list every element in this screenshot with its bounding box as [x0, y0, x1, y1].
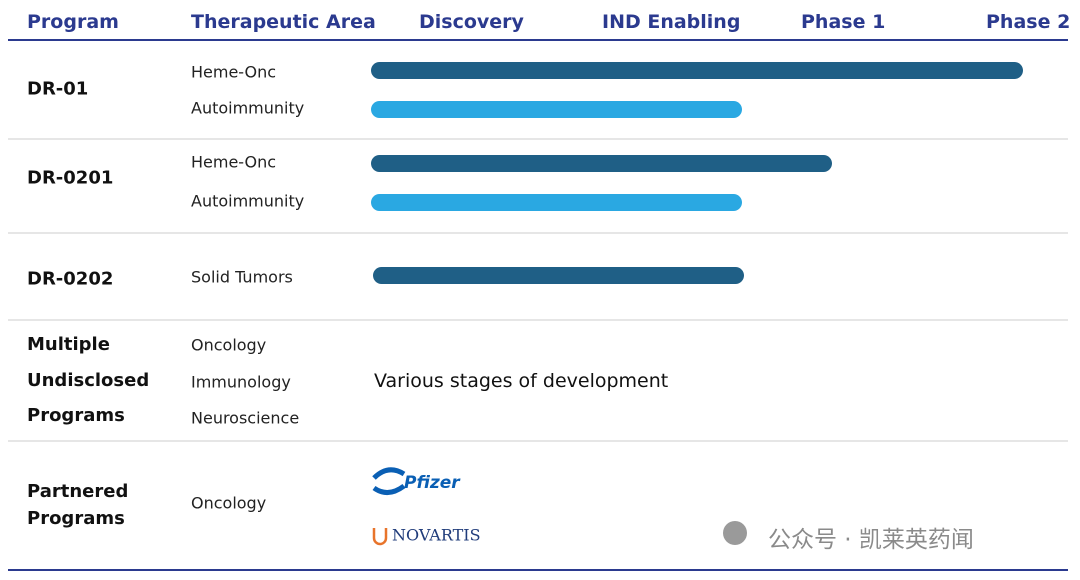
program-name: DR-0201	[27, 167, 114, 189]
program-name: Partnered Programs	[27, 481, 129, 529]
progress-bar	[371, 155, 832, 172]
progress-bar	[371, 194, 742, 211]
header-cell: Discovery	[419, 11, 524, 33]
therapeutic-area: Heme-Onc	[191, 152, 277, 172]
therapeutic-area: Immunology	[191, 372, 291, 392]
therapeutic-area: Neuroscience	[191, 408, 300, 428]
header-cell: Phase 2	[986, 11, 1071, 33]
watermark-icon	[723, 521, 747, 545]
program-name: DR-01	[27, 78, 89, 100]
progress-bar	[371, 62, 1023, 79]
therapeutic-area: Oncology	[191, 493, 267, 513]
therapeutic-area: Autoimmunity	[191, 191, 305, 211]
program-name: DR-0202	[27, 268, 114, 290]
header-cell: Program	[27, 11, 119, 33]
progress-bar	[371, 101, 742, 118]
therapeutic-area: Solid Tumors	[191, 267, 293, 287]
partner-logo: NOVARTIS	[392, 525, 481, 545]
header-cell: IND Enabling	[602, 11, 741, 33]
therapeutic-area: Heme-Onc	[191, 62, 277, 82]
novartis-logo-mark	[372, 528, 388, 546]
progress-bar	[373, 267, 744, 284]
watermark: 公众号 · 凯莱英药闻	[768, 527, 974, 553]
therapeutic-area: Autoimmunity	[191, 98, 305, 118]
partner-logo: Pfizer	[404, 473, 460, 493]
status-note: Various stages of development	[374, 370, 669, 392]
header-cell: Phase 1	[801, 11, 886, 33]
therapeutic-area: Oncology	[191, 335, 267, 355]
program-name: Multiple Undisclosed Programs	[27, 333, 150, 426]
pfizer-logo-mark	[372, 467, 406, 495]
header-cell: Therapeutic Area	[191, 11, 376, 33]
